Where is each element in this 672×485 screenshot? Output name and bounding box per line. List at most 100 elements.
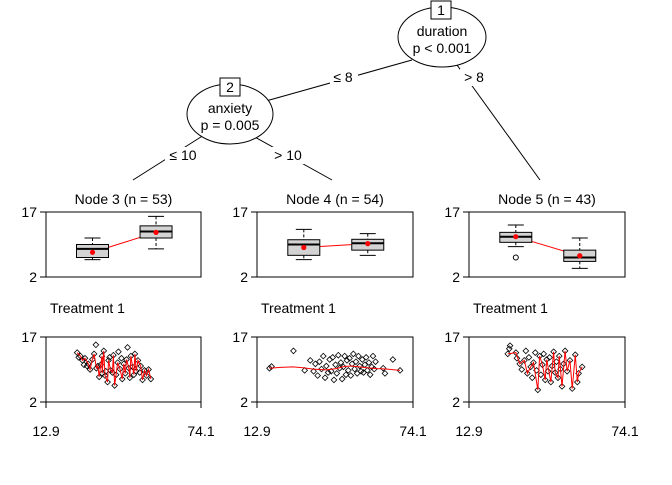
scatter-point (92, 341, 100, 349)
boxplot-group-2 (351, 233, 385, 256)
scatter-point (349, 350, 357, 358)
edge-label-n1-right: > 8 (464, 69, 484, 85)
scatter-point (333, 370, 341, 377)
scatter-point (101, 372, 109, 379)
scatter-point (327, 367, 335, 375)
scatter-point (324, 369, 332, 376)
scatter-point (84, 360, 92, 368)
scatter-point (372, 358, 379, 366)
boxplot-group-2 (139, 215, 173, 250)
mean-marker (513, 234, 519, 240)
scatter-point (355, 352, 362, 360)
scatter-point (381, 370, 389, 377)
scatter-point (506, 342, 514, 350)
scatter-point (364, 367, 371, 374)
scatter-point (322, 362, 330, 370)
scatter-point (342, 371, 350, 379)
scatter-point (266, 364, 273, 372)
scatter-y-tick-label: 17 (444, 329, 460, 345)
scatter-point (547, 378, 555, 386)
scatter-point (504, 350, 512, 358)
scatter-panel-frame (468, 336, 626, 403)
scatter-point (106, 354, 113, 361)
scatter-point (145, 366, 152, 373)
scatter-x-tick-label: 74.1 (187, 423, 214, 439)
scatter-x-tick-label: 74.1 (611, 423, 638, 439)
scatter-point (321, 374, 329, 382)
node-title: Node 5 (n = 43) (498, 191, 596, 207)
scatter-point (546, 354, 553, 361)
edge-label-n1-left: ≤ 8 (333, 69, 353, 85)
scatter-y-tick-label: 2 (29, 394, 37, 410)
scatter-point (369, 352, 377, 360)
scatter-point (365, 359, 373, 366)
scatter-point (306, 357, 314, 364)
edge-label-n2-right: > 10 (274, 147, 302, 163)
scatter-point (88, 356, 96, 363)
scatter-y-tick-label: 2 (240, 394, 248, 410)
scatter-point (540, 350, 548, 358)
scatter-point (528, 374, 536, 382)
scatter-point (139, 376, 146, 384)
scatter-point (95, 373, 103, 381)
scatter-point (77, 352, 84, 360)
scatter-point (329, 354, 337, 361)
outlier-point (512, 254, 519, 261)
scatter-point (338, 375, 346, 383)
scatter-point (568, 385, 576, 392)
scatter-x-tick-label: 12.9 (243, 423, 270, 439)
scatter-point (301, 367, 309, 374)
scatter-point (347, 372, 355, 379)
scatter-point (534, 386, 542, 394)
scatter-point (524, 370, 531, 377)
box-y-tick-label: 17 (232, 204, 248, 220)
scatter-point (147, 375, 155, 383)
scatter-point (118, 354, 125, 362)
boxplot-group-2 (563, 237, 597, 269)
trend-line (507, 350, 583, 390)
inner-node-1: 1 duration p < 0.001 (397, 0, 487, 68)
scatter-point (527, 363, 535, 371)
terminal-node-4: Node 4 (n = 54) 17 2 Treatment 1 17 2 12.9 74.1 (232, 191, 426, 439)
scatter-point (121, 370, 129, 377)
scatter-point (366, 371, 374, 379)
node-2-id: 2 (226, 79, 234, 95)
scatter-point (525, 354, 533, 361)
scatter-point (343, 357, 351, 364)
boxplot-group-1 (76, 237, 109, 261)
box-y-tick-label: 2 (29, 269, 37, 285)
scatter-point (531, 349, 539, 356)
scatter-point (290, 347, 297, 355)
scatter-y-tick-label: 17 (232, 329, 248, 345)
panel-label: Treatment 1 (50, 300, 125, 316)
scatter-point (143, 372, 150, 379)
node-1-pvalue: p < 0.001 (413, 40, 472, 56)
scatter-point (346, 354, 353, 362)
scatter-point (578, 363, 586, 371)
node-1-id-box (430, 0, 452, 20)
scatter-point (111, 382, 119, 389)
scatter-point (362, 354, 370, 361)
scatter-point (81, 354, 89, 362)
mean-marker (577, 253, 583, 259)
trend-line (76, 350, 152, 386)
scatter-point (344, 367, 352, 374)
node-title: Node 3 (n = 53) (75, 191, 173, 207)
box-panel-frame (45, 211, 202, 278)
terminal-node-5: Node 5 (n = 43) 17 2 Treatment 1 17 2 12.9 74.1 (444, 191, 638, 439)
node-2-variable: anxiety (208, 100, 252, 116)
scatter-point (351, 365, 358, 373)
scatter-point (314, 372, 322, 379)
scatter-y-tick-label: 2 (452, 394, 460, 410)
node-2-pvalue: p = 0.005 (201, 117, 260, 133)
scatter-point (518, 366, 526, 373)
scatter-point (539, 361, 546, 369)
scatter-point (312, 360, 319, 368)
scatter-point (86, 366, 94, 373)
box-y-tick-label: 17 (21, 204, 37, 220)
scatter-point (118, 375, 126, 383)
scatter-point (73, 349, 81, 356)
scatter-x-tick-label: 12.9 (455, 423, 482, 439)
terminal-node-3: Node 3 (n = 53) 17 2 Treatment 1 17 2 12.9 74.1 (21, 191, 214, 439)
